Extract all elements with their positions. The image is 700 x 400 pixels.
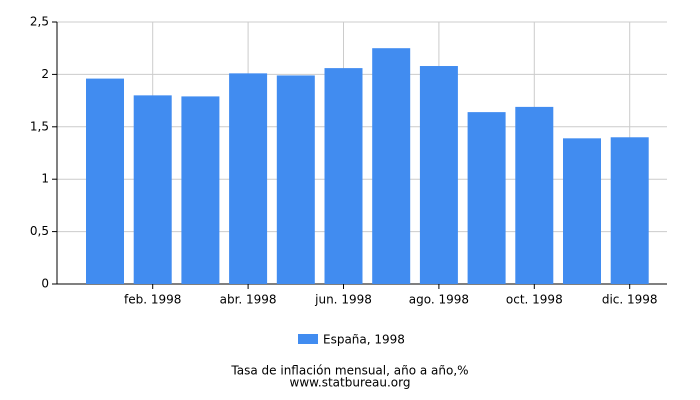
x-tick-label: feb. 1998 xyxy=(124,293,181,307)
bar xyxy=(324,68,363,284)
y-tick-label: 0,5 xyxy=(30,224,49,238)
bar xyxy=(133,95,172,284)
chart-title: Tasa de inflación mensual, año a año,% xyxy=(230,364,468,378)
bar xyxy=(372,48,411,285)
bar xyxy=(181,96,220,285)
y-tick-label: 2 xyxy=(41,67,49,81)
y-tick-label: 1 xyxy=(41,172,49,186)
legend-label: España, 1998 xyxy=(323,333,405,347)
bar xyxy=(229,73,268,285)
x-tick-label: abr. 1998 xyxy=(220,293,277,307)
source: www.statbureau.org xyxy=(290,376,411,390)
bar xyxy=(563,138,601,284)
bar xyxy=(419,66,458,285)
y-tick-label: 1,5 xyxy=(30,119,49,133)
bar xyxy=(610,137,649,284)
y-tick-label: 2,5 xyxy=(30,15,49,29)
bar xyxy=(86,78,124,284)
bar xyxy=(515,106,554,284)
legend-swatch xyxy=(298,334,318,344)
bar xyxy=(276,75,315,284)
bar xyxy=(467,112,506,285)
x-tick-label: dic. 1998 xyxy=(602,293,658,307)
x-tick-label: oct. 1998 xyxy=(506,293,563,307)
x-tick-label: ago. 1998 xyxy=(409,293,469,307)
x-tick-label: jun. 1998 xyxy=(314,293,372,307)
y-tick-label: 0 xyxy=(41,277,49,291)
